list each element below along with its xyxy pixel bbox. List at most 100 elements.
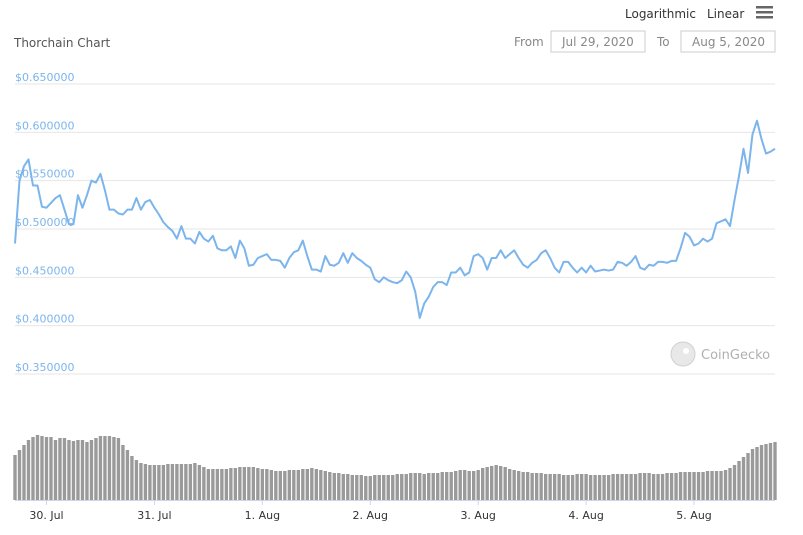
- volume-bar: [179, 464, 184, 500]
- watermark: CoinGecko: [670, 341, 770, 367]
- volume-bar: [741, 457, 746, 500]
- volume-bar: [206, 469, 211, 500]
- volume-bar: [719, 471, 723, 500]
- volume-bar: [76, 440, 80, 500]
- volume-bar: [193, 463, 197, 500]
- volume-bar: [287, 470, 292, 500]
- x-tick-label: 5. Aug: [676, 509, 711, 522]
- y-tick-label: $0.500000: [15, 216, 75, 229]
- volume-bar: [31, 437, 35, 500]
- chart-title: Thorchain Chart: [13, 36, 111, 50]
- volume-bar: [413, 473, 417, 500]
- volume-bar: [445, 472, 449, 500]
- volume-bar: [692, 472, 696, 500]
- volume-bar: [674, 473, 678, 500]
- volume-bar: [251, 467, 256, 500]
- to-label: To: [656, 35, 670, 49]
- volume-bar: [647, 473, 651, 500]
- volume-bar: [382, 475, 386, 500]
- volume-bar: [359, 475, 363, 500]
- volume-bar: [368, 476, 372, 500]
- volume-bar: [427, 473, 431, 500]
- volume-bar: [80, 440, 85, 500]
- volume-bar: [539, 473, 543, 500]
- volume-bar: [701, 472, 705, 500]
- volume-bar: [759, 445, 764, 500]
- volume-bar: [593, 475, 597, 500]
- volume-bar: [665, 473, 669, 500]
- volume-bar: [202, 467, 206, 500]
- volume-bar: [773, 442, 777, 500]
- volume-bar: [624, 474, 629, 500]
- from-date[interactable]: Jul 29, 2020: [561, 35, 634, 49]
- scale-button[interactable]: Linear: [707, 7, 744, 21]
- volume-bar: [125, 450, 130, 500]
- volume-bar: [71, 441, 76, 500]
- volume-bar: [116, 438, 121, 500]
- volume-bar: [152, 465, 157, 500]
- volume-bar: [476, 470, 480, 500]
- volume-bar: [269, 470, 274, 500]
- volume-bar: [175, 464, 179, 500]
- volume-bar: [89, 440, 94, 500]
- volume-bar: [337, 473, 341, 500]
- menu-icon[interactable]: [756, 6, 773, 19]
- to-input[interactable]: [680, 30, 776, 53]
- volume-bar: [552, 474, 557, 500]
- volume-bar: [238, 467, 242, 500]
- volume-bar: [211, 469, 215, 500]
- volume-bar: [728, 468, 732, 500]
- scale-button[interactable]: Logarithmic: [625, 7, 696, 21]
- volume-bar: [503, 467, 507, 500]
- volume-bar: [373, 475, 377, 500]
- volume-bar: [305, 469, 309, 500]
- volume-bar: [44, 437, 49, 500]
- volume-bar: [534, 473, 539, 500]
- volume-bar: [314, 469, 318, 500]
- volume-bar: [705, 471, 710, 500]
- volume-bar: [157, 465, 161, 500]
- volume-bar: [579, 474, 584, 500]
- volume-bar: [548, 474, 552, 500]
- volume-bar: [642, 473, 647, 500]
- volume-bar: [472, 471, 476, 500]
- watermark-text: CoinGecko: [701, 348, 770, 363]
- volume-bar: [512, 470, 516, 500]
- volume-bar: [346, 474, 350, 500]
- from-input[interactable]: [550, 30, 646, 53]
- volume-bar: [62, 438, 67, 500]
- volume-bar: [570, 475, 575, 500]
- volume-bar: [620, 474, 624, 500]
- volume-bar: [714, 471, 719, 500]
- volume-bar: [525, 472, 530, 500]
- x-tick-label: 1. Aug: [245, 509, 280, 522]
- to-date[interactable]: Aug 5, 2020: [692, 35, 765, 49]
- volume-bar: [296, 470, 300, 500]
- volume-bar: [355, 475, 359, 500]
- y-tick-label: $0.650000: [15, 71, 75, 84]
- volume-bar: [310, 468, 314, 500]
- volume-bar: [67, 440, 71, 500]
- volume-bar: [638, 473, 642, 500]
- volume-bar: [615, 474, 620, 500]
- volume-bar: [481, 468, 485, 500]
- volume-bar: [463, 470, 467, 500]
- volume-bar: [458, 470, 462, 500]
- volume-bar: [566, 475, 570, 500]
- volume-bar: [224, 469, 229, 500]
- volume-bar: [494, 465, 498, 500]
- volume-bar: [197, 465, 202, 500]
- volume-bar: [247, 467, 251, 500]
- volume-bar: [103, 436, 107, 500]
- y-tick-label: $0.350000: [15, 361, 75, 374]
- volume-bar: [130, 456, 134, 500]
- volume-bar: [121, 445, 125, 500]
- volume-bar: [750, 449, 755, 500]
- y-tick-label: $0.600000: [15, 119, 75, 132]
- volume-bar: [404, 474, 408, 500]
- volume-bar: [633, 474, 638, 500]
- volume-bar: [732, 465, 737, 500]
- volume-bar: [143, 464, 148, 500]
- volume-bar: [283, 471, 287, 500]
